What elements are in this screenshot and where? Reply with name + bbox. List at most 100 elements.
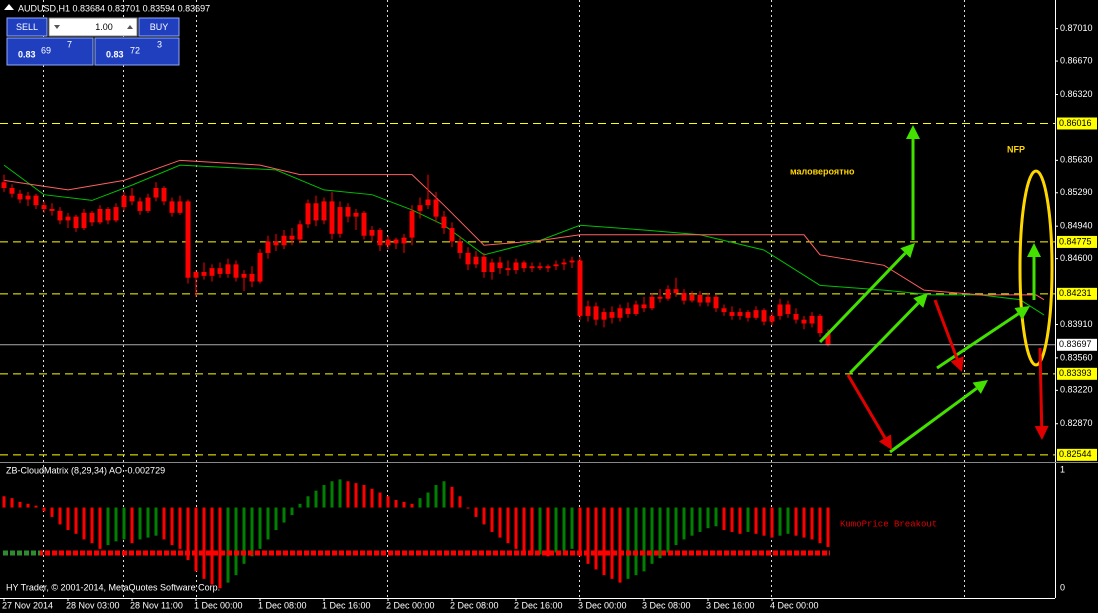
candle-body (329, 201, 335, 234)
ao-bar (362, 485, 366, 508)
ao-bar (770, 507, 774, 538)
candle-body (145, 197, 151, 211)
candle-body (561, 262, 567, 265)
y-tick-label: 0.87010 (1060, 23, 1093, 33)
ao-bar (306, 496, 310, 508)
candle-body (281, 235, 287, 246)
ao-bar (730, 507, 734, 532)
bid-box[interactable] (6, 37, 94, 66)
bid-big: 0.83 (18, 49, 36, 59)
y-tick-label: 0.82870 (1060, 418, 1093, 428)
ao-bar (826, 507, 830, 547)
x-tick-label: 3 Dec 00:00 (578, 600, 627, 610)
candle-body (481, 256, 487, 272)
y-tick-label: 0.86670 (1060, 55, 1093, 65)
candle-body (393, 239, 399, 244)
highlight-ellipse (1018, 169, 1054, 367)
lot-up[interactable] (127, 25, 133, 29)
ao-bar (74, 507, 78, 534)
ao-bar (154, 507, 158, 536)
candle-body (593, 306, 599, 320)
ao-bar (442, 481, 446, 508)
ao-bar (698, 507, 702, 532)
candle-body (313, 203, 319, 221)
candle-body (721, 308, 727, 313)
candle-body (649, 296, 655, 309)
candle-body (121, 195, 127, 208)
lot-field[interactable] (48, 17, 138, 37)
ao-bar (642, 507, 646, 572)
arrow-shaft (889, 387, 978, 454)
candle-body (73, 216, 79, 229)
arrow-shaft (818, 252, 907, 344)
ao-bar (250, 507, 254, 557)
candle-body (489, 262, 495, 272)
candle-body (585, 306, 591, 316)
candle-body (137, 201, 143, 211)
candle-body (1, 182, 7, 189)
y-tick-label: 0.85630 (1060, 155, 1093, 165)
ao-bar (658, 507, 662, 559)
ao-bar (418, 498, 422, 508)
ao-bar (50, 507, 54, 517)
sell-button[interactable] (6, 17, 48, 37)
candle-body (369, 230, 375, 236)
ao-bar (746, 507, 750, 532)
cloud-line (3, 159, 1045, 301)
arrow-head (906, 125, 920, 139)
arrow-head (1027, 243, 1041, 257)
candle-body (209, 268, 215, 276)
ao-bar (178, 507, 182, 549)
annotation-text: маловероятно (790, 166, 855, 176)
ao-bar (426, 492, 430, 508)
candle-body (17, 193, 23, 200)
arrow-head (878, 434, 892, 450)
candle-body (569, 260, 575, 263)
arrow-head (900, 243, 915, 258)
ask-box[interactable] (94, 37, 180, 66)
arrow-head (972, 380, 988, 394)
ao-bar (554, 507, 558, 553)
candle-body (737, 312, 743, 316)
lot-down[interactable] (54, 25, 60, 29)
y-tick-label: 0.83910 (1060, 319, 1093, 329)
level-label-box (1057, 367, 1097, 380)
candle-body (769, 315, 775, 322)
ao-bar (514, 507, 518, 549)
x-tick-label: 2 Dec 08:00 (450, 600, 499, 610)
ao-bar (138, 507, 142, 540)
ao-bar (394, 500, 398, 508)
level-label-box (1057, 117, 1097, 130)
candle-body (161, 188, 167, 202)
ao-bar (210, 507, 214, 585)
candle-body (257, 252, 263, 282)
ao-bar (682, 507, 686, 540)
ao-bar (346, 481, 350, 508)
candle-body (529, 266, 535, 269)
candle-body (761, 310, 767, 322)
candle-body (409, 210, 415, 238)
ao-bar (298, 503, 302, 508)
candle-body (185, 201, 191, 278)
y-tick-label: 0.84940 (1060, 221, 1093, 231)
ask-small: 3 (157, 39, 162, 49)
ao-bar (274, 507, 278, 531)
ao-bar (402, 501, 406, 508)
ao-bar (338, 479, 342, 508)
candle-body (625, 308, 631, 314)
ao-bar (10, 498, 14, 508)
ao-bar (794, 507, 798, 536)
candle-body (521, 262, 527, 269)
candle-body (241, 273, 247, 278)
candle-body (353, 212, 359, 217)
ao-bar (82, 507, 86, 540)
ao-bar (626, 507, 630, 579)
ao-bar (634, 507, 638, 576)
sell-label: SELL (16, 22, 38, 32)
ao-bar (186, 507, 190, 561)
buy-button[interactable] (138, 17, 180, 37)
ao-bar (570, 507, 574, 549)
ao-bar (58, 507, 62, 525)
candle-body (609, 312, 615, 318)
